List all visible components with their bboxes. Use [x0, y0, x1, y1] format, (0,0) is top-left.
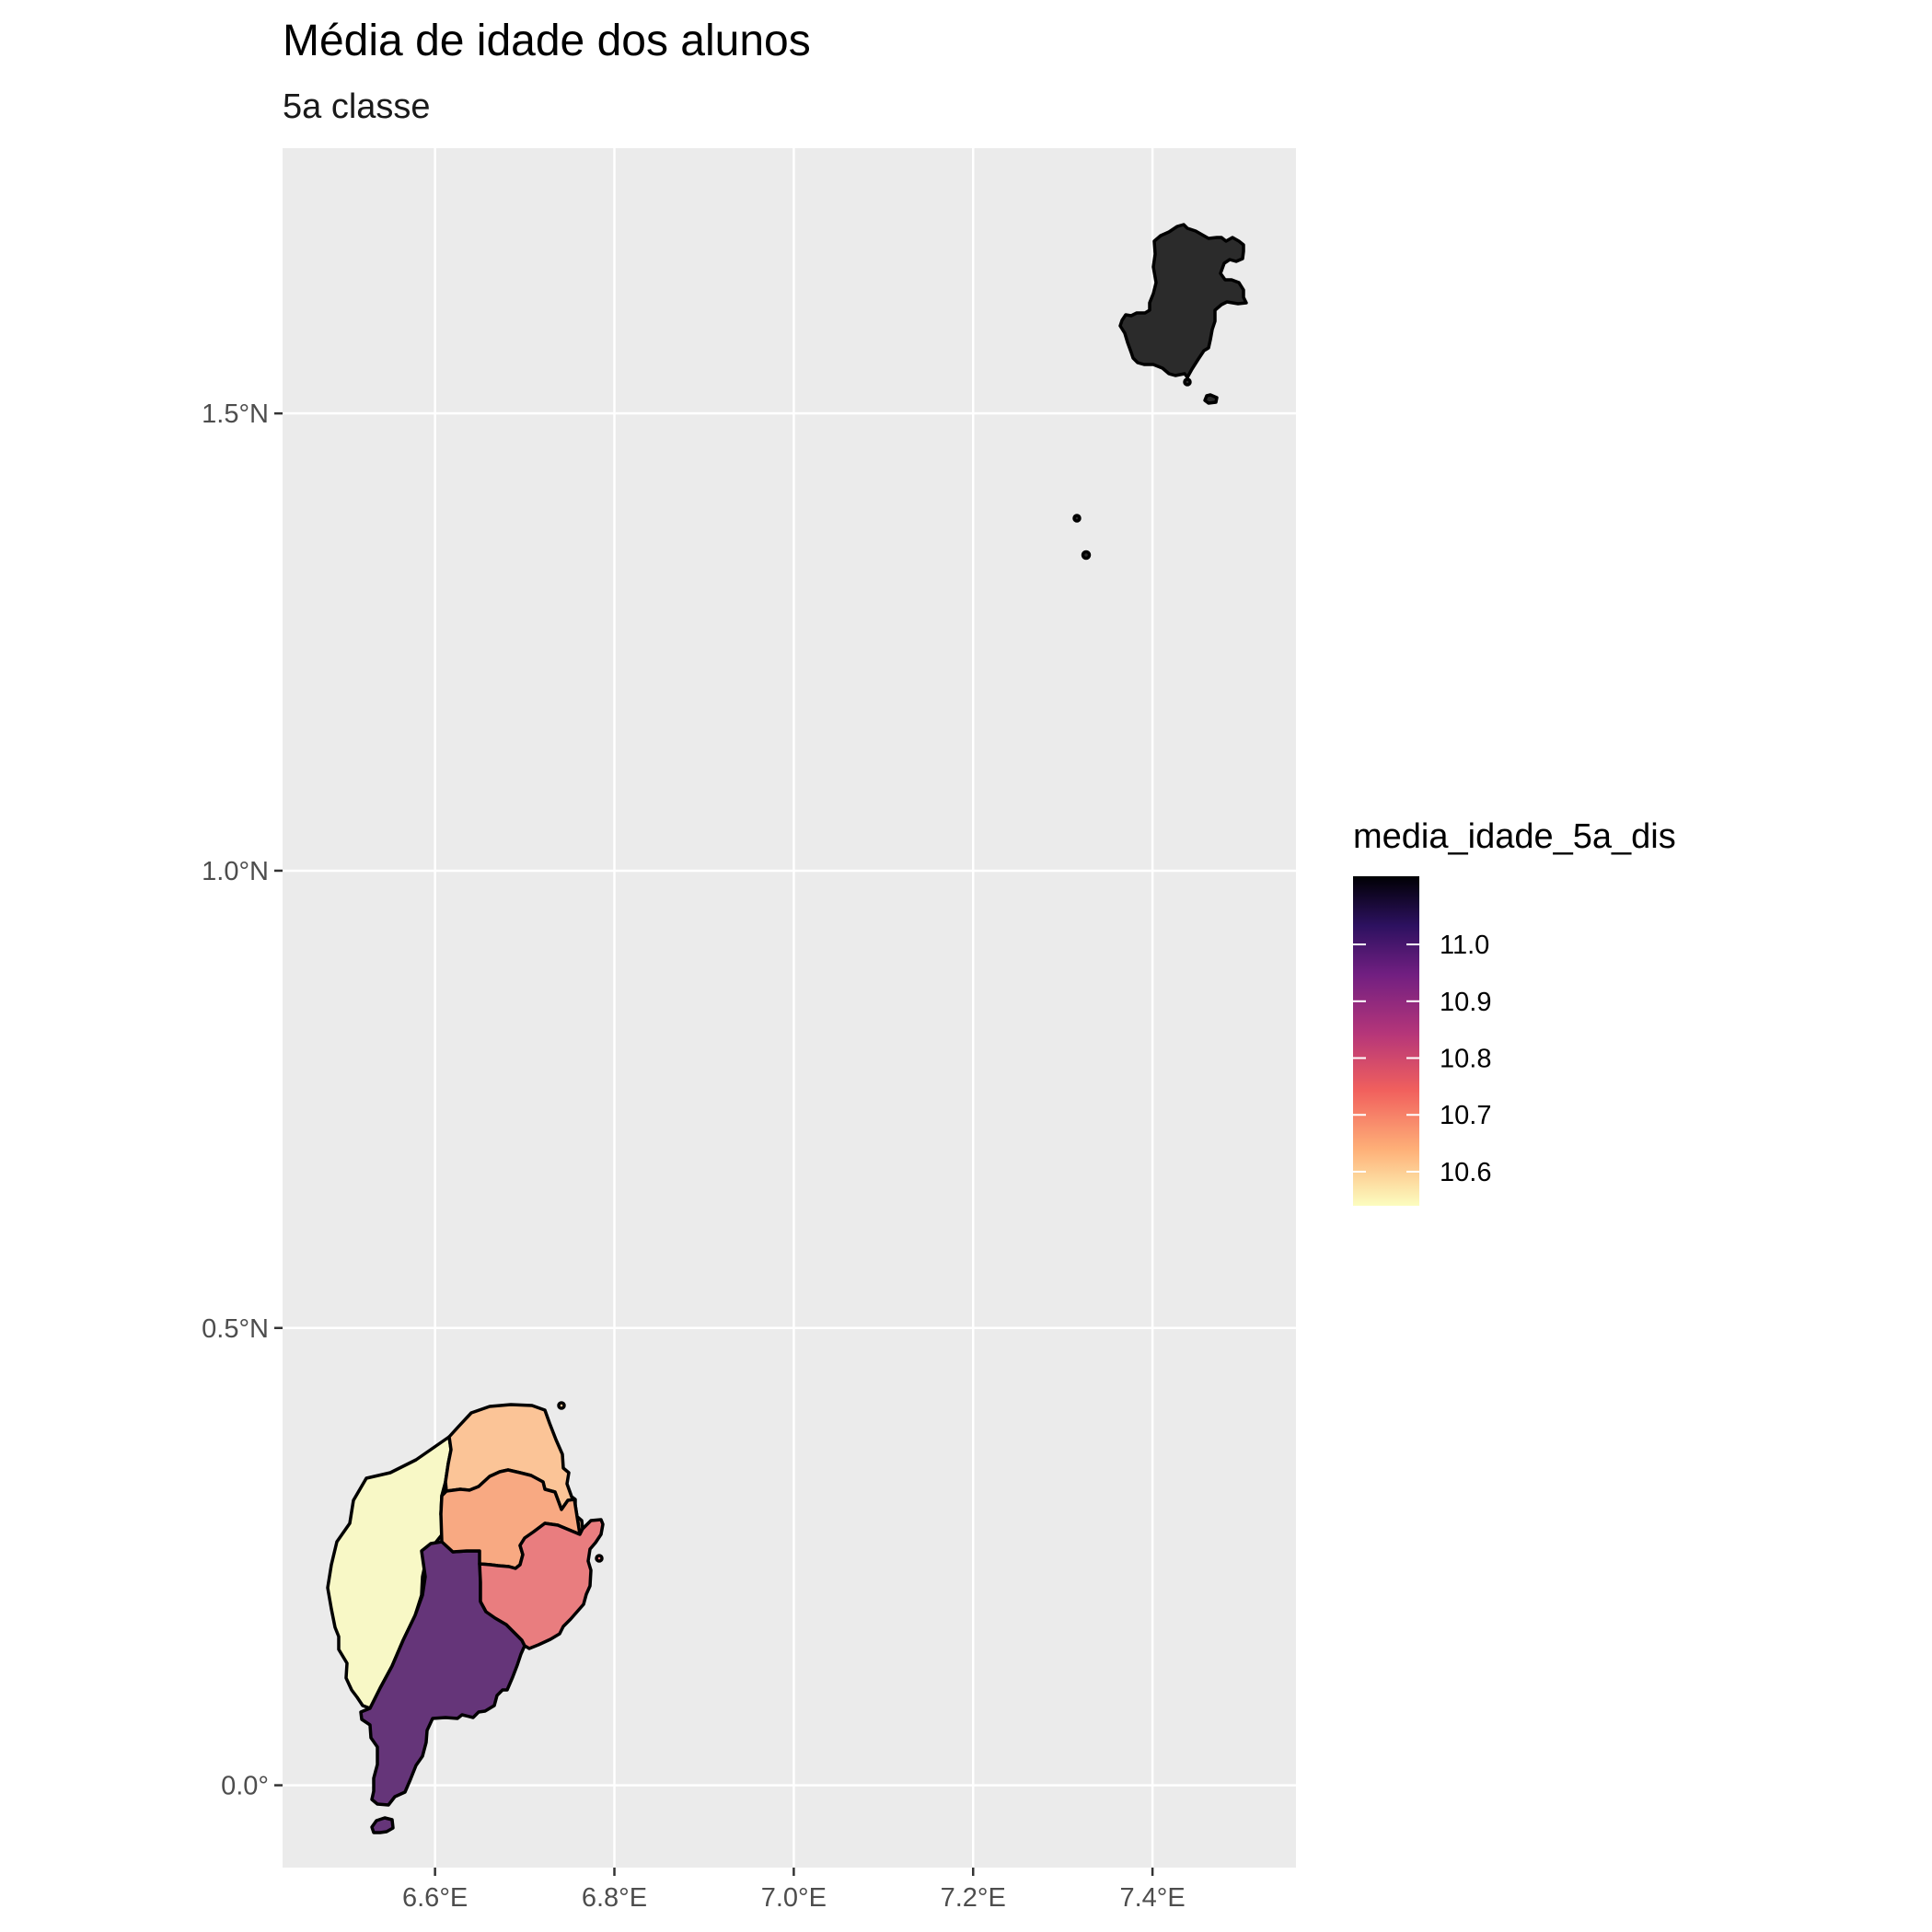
grid-lines: [283, 148, 1296, 1868]
region-cantagalo-islet-santana: [595, 1554, 604, 1563]
x-tick-label-0: 6.6°E: [402, 1883, 468, 1913]
legend-ticks: 10.6 10.7 10.8 10.9 11.0: [1353, 931, 1491, 1187]
y-tick-label-2: 1.0°N: [202, 857, 269, 886]
colorbar: [1353, 876, 1419, 1206]
regions: [326, 223, 1248, 1834]
legend-tick-label-0: 10.6: [1440, 1158, 1491, 1187]
y-tick-label-0: 0.0°: [221, 1772, 269, 1801]
region-lobata-islet-cabras: [557, 1401, 566, 1410]
legend-title: media_idade_5a_dis: [1353, 817, 1676, 856]
x-tick-label-2: 7.0°E: [761, 1883, 827, 1913]
legend-tick-label-1: 10.7: [1440, 1101, 1491, 1130]
x-axis: 6.6°E 6.8°E 7.0°E 7.2°E 7.4°E: [402, 1868, 1186, 1913]
region-principe-islet-east: [1203, 393, 1219, 405]
region-principe: [1118, 223, 1248, 379]
x-tick-label-4: 7.4°E: [1119, 1883, 1185, 1913]
y-tick-label-1: 0.5°N: [202, 1314, 269, 1344]
region-cantagalo: [478, 1518, 605, 1650]
chart-title: Média de idade dos alunos: [283, 17, 811, 65]
legend-tick-label-4: 11.0: [1440, 931, 1489, 960]
legend-tick-label-3: 10.9: [1440, 988, 1491, 1017]
region-principe-islet-boné: [1072, 514, 1082, 523]
region-principe-islet-bom-bom: [1183, 377, 1192, 387]
y-tick-label-3: 1.5°N: [202, 399, 269, 429]
x-tick-label-1: 6.8°E: [582, 1883, 647, 1913]
region-caue-islet: [370, 1816, 395, 1834]
legend: media_idade_5a_dis 10.6 10.7 10.8 10.9 11.0: [1353, 817, 1676, 1206]
x-tick-label-3: 7.2°E: [941, 1883, 1006, 1913]
region-principe-islet-pedras: [1081, 550, 1092, 561]
legend-tick-label-2: 10.8: [1440, 1045, 1491, 1074]
chart-subtitle: 5a classe: [283, 87, 431, 126]
y-axis: 0.0° 0.5°N 1.0°N 1.5°N: [202, 399, 283, 1801]
